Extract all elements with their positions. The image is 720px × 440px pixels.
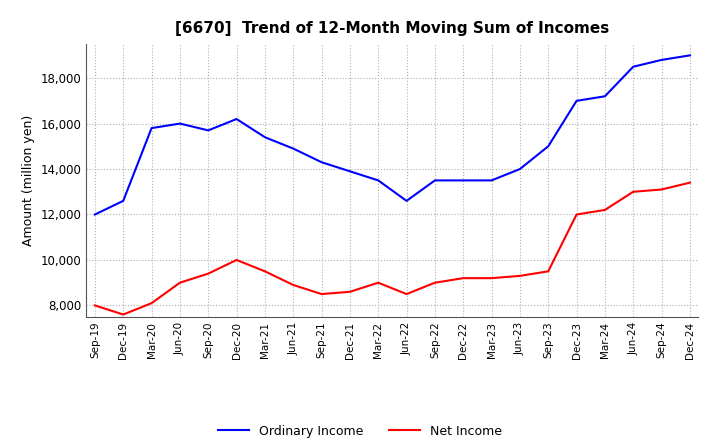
Y-axis label: Amount (million yen): Amount (million yen) <box>22 115 35 246</box>
Net Income <box>261 269 269 274</box>
Net Income <box>487 275 496 281</box>
Ordinary Income <box>204 128 212 133</box>
Ordinary Income <box>629 64 637 70</box>
Ordinary Income <box>431 178 439 183</box>
Line: Net Income: Net Income <box>95 183 690 315</box>
Net Income <box>346 289 354 294</box>
Ordinary Income <box>91 212 99 217</box>
Legend: Ordinary Income, Net Income: Ordinary Income, Net Income <box>213 420 507 440</box>
Net Income <box>685 180 694 185</box>
Net Income <box>176 280 184 285</box>
Ordinary Income <box>261 135 269 140</box>
Net Income <box>91 303 99 308</box>
Ordinary Income <box>572 98 581 103</box>
Net Income <box>657 187 666 192</box>
Ordinary Income <box>459 178 467 183</box>
Net Income <box>431 280 439 285</box>
Ordinary Income <box>600 94 609 99</box>
Ordinary Income <box>346 169 354 174</box>
Ordinary Income <box>119 198 127 203</box>
Ordinary Income <box>402 198 411 203</box>
Line: Ordinary Income: Ordinary Income <box>95 55 690 214</box>
Ordinary Income <box>544 143 552 149</box>
Net Income <box>600 207 609 213</box>
Net Income <box>233 257 241 263</box>
Net Income <box>459 275 467 281</box>
Net Income <box>629 189 637 194</box>
Ordinary Income <box>487 178 496 183</box>
Net Income <box>374 280 382 285</box>
Net Income <box>289 282 297 288</box>
Ordinary Income <box>516 166 524 172</box>
Ordinary Income <box>318 160 326 165</box>
Net Income <box>402 291 411 297</box>
Net Income <box>572 212 581 217</box>
Ordinary Income <box>657 57 666 62</box>
Net Income <box>119 312 127 317</box>
Net Income <box>204 271 212 276</box>
Ordinary Income <box>374 178 382 183</box>
Ordinary Income <box>148 125 156 131</box>
Title: [6670]  Trend of 12-Month Moving Sum of Incomes: [6670] Trend of 12-Month Moving Sum of I… <box>175 21 610 36</box>
Ordinary Income <box>233 116 241 121</box>
Net Income <box>148 301 156 306</box>
Ordinary Income <box>176 121 184 126</box>
Net Income <box>544 269 552 274</box>
Net Income <box>516 273 524 279</box>
Net Income <box>318 291 326 297</box>
Ordinary Income <box>289 146 297 151</box>
Ordinary Income <box>685 53 694 58</box>
